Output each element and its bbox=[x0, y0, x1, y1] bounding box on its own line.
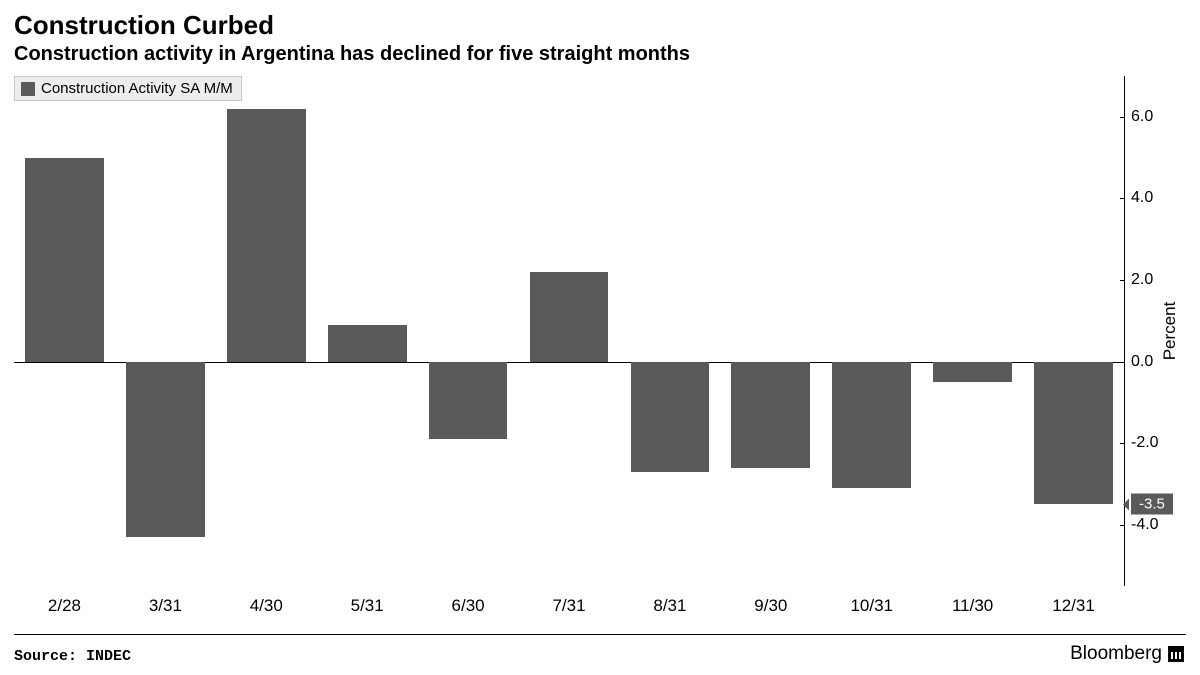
y-tick bbox=[1120, 198, 1125, 199]
y-axis: Percent -4.0 -2.0 0.0 2.0 4.0 6.0 -3.5 bbox=[1124, 76, 1184, 586]
bar bbox=[429, 362, 508, 440]
x-axis-label: 8/31 bbox=[653, 596, 686, 616]
source-label: Source: INDEC bbox=[14, 648, 131, 665]
y-tick bbox=[1120, 280, 1125, 281]
chart-plot-area: 2/283/314/305/316/307/318/319/3010/3111/… bbox=[14, 76, 1124, 586]
legend-swatch bbox=[21, 82, 35, 96]
bar bbox=[126, 362, 205, 537]
x-axis-label: 11/30 bbox=[952, 596, 993, 616]
chart-title: Construction Curbed bbox=[0, 0, 1200, 41]
bar bbox=[731, 362, 810, 468]
x-axis-label: 10/31 bbox=[850, 596, 893, 616]
y-tick bbox=[1120, 117, 1125, 118]
footer-divider bbox=[14, 634, 1186, 635]
y-axis-label: 4.0 bbox=[1131, 189, 1153, 207]
bar bbox=[1034, 362, 1113, 505]
bar bbox=[530, 272, 609, 362]
brand-label: Bloomberg bbox=[1070, 643, 1184, 665]
bar bbox=[933, 362, 1012, 382]
brand-text: Bloomberg bbox=[1070, 643, 1162, 665]
y-tick bbox=[1120, 443, 1125, 444]
bar bbox=[328, 325, 407, 362]
brand-icon bbox=[1168, 646, 1184, 662]
x-axis-label: 4/30 bbox=[250, 596, 283, 616]
bar bbox=[832, 362, 911, 488]
x-axis-label: 7/31 bbox=[552, 596, 585, 616]
y-axis-label: 2.0 bbox=[1131, 271, 1153, 289]
x-axis-label: 12/31 bbox=[1052, 596, 1095, 616]
y-tick bbox=[1120, 525, 1125, 526]
x-axis-label: 6/30 bbox=[452, 596, 485, 616]
x-axis-label: 2/28 bbox=[48, 596, 81, 616]
y-axis-label: -4.0 bbox=[1131, 516, 1159, 534]
value-callout: -3.5 bbox=[1131, 494, 1173, 515]
bar bbox=[631, 362, 710, 472]
chart-subtitle: Construction activity in Argentina has d… bbox=[0, 41, 1200, 66]
x-axis-label: 5/31 bbox=[351, 596, 384, 616]
bar bbox=[227, 109, 306, 362]
y-axis-title: Percent bbox=[1160, 302, 1180, 361]
legend-label: Construction Activity SA M/M bbox=[41, 80, 233, 97]
bar bbox=[25, 158, 104, 362]
y-tick bbox=[1120, 362, 1125, 363]
legend: Construction Activity SA M/M bbox=[14, 76, 242, 101]
y-axis-label: 6.0 bbox=[1131, 108, 1153, 126]
y-axis-label: 0.0 bbox=[1131, 353, 1153, 371]
x-axis-label: 3/31 bbox=[149, 596, 182, 616]
y-axis-label: -2.0 bbox=[1131, 434, 1159, 452]
x-axis-label: 9/30 bbox=[754, 596, 787, 616]
